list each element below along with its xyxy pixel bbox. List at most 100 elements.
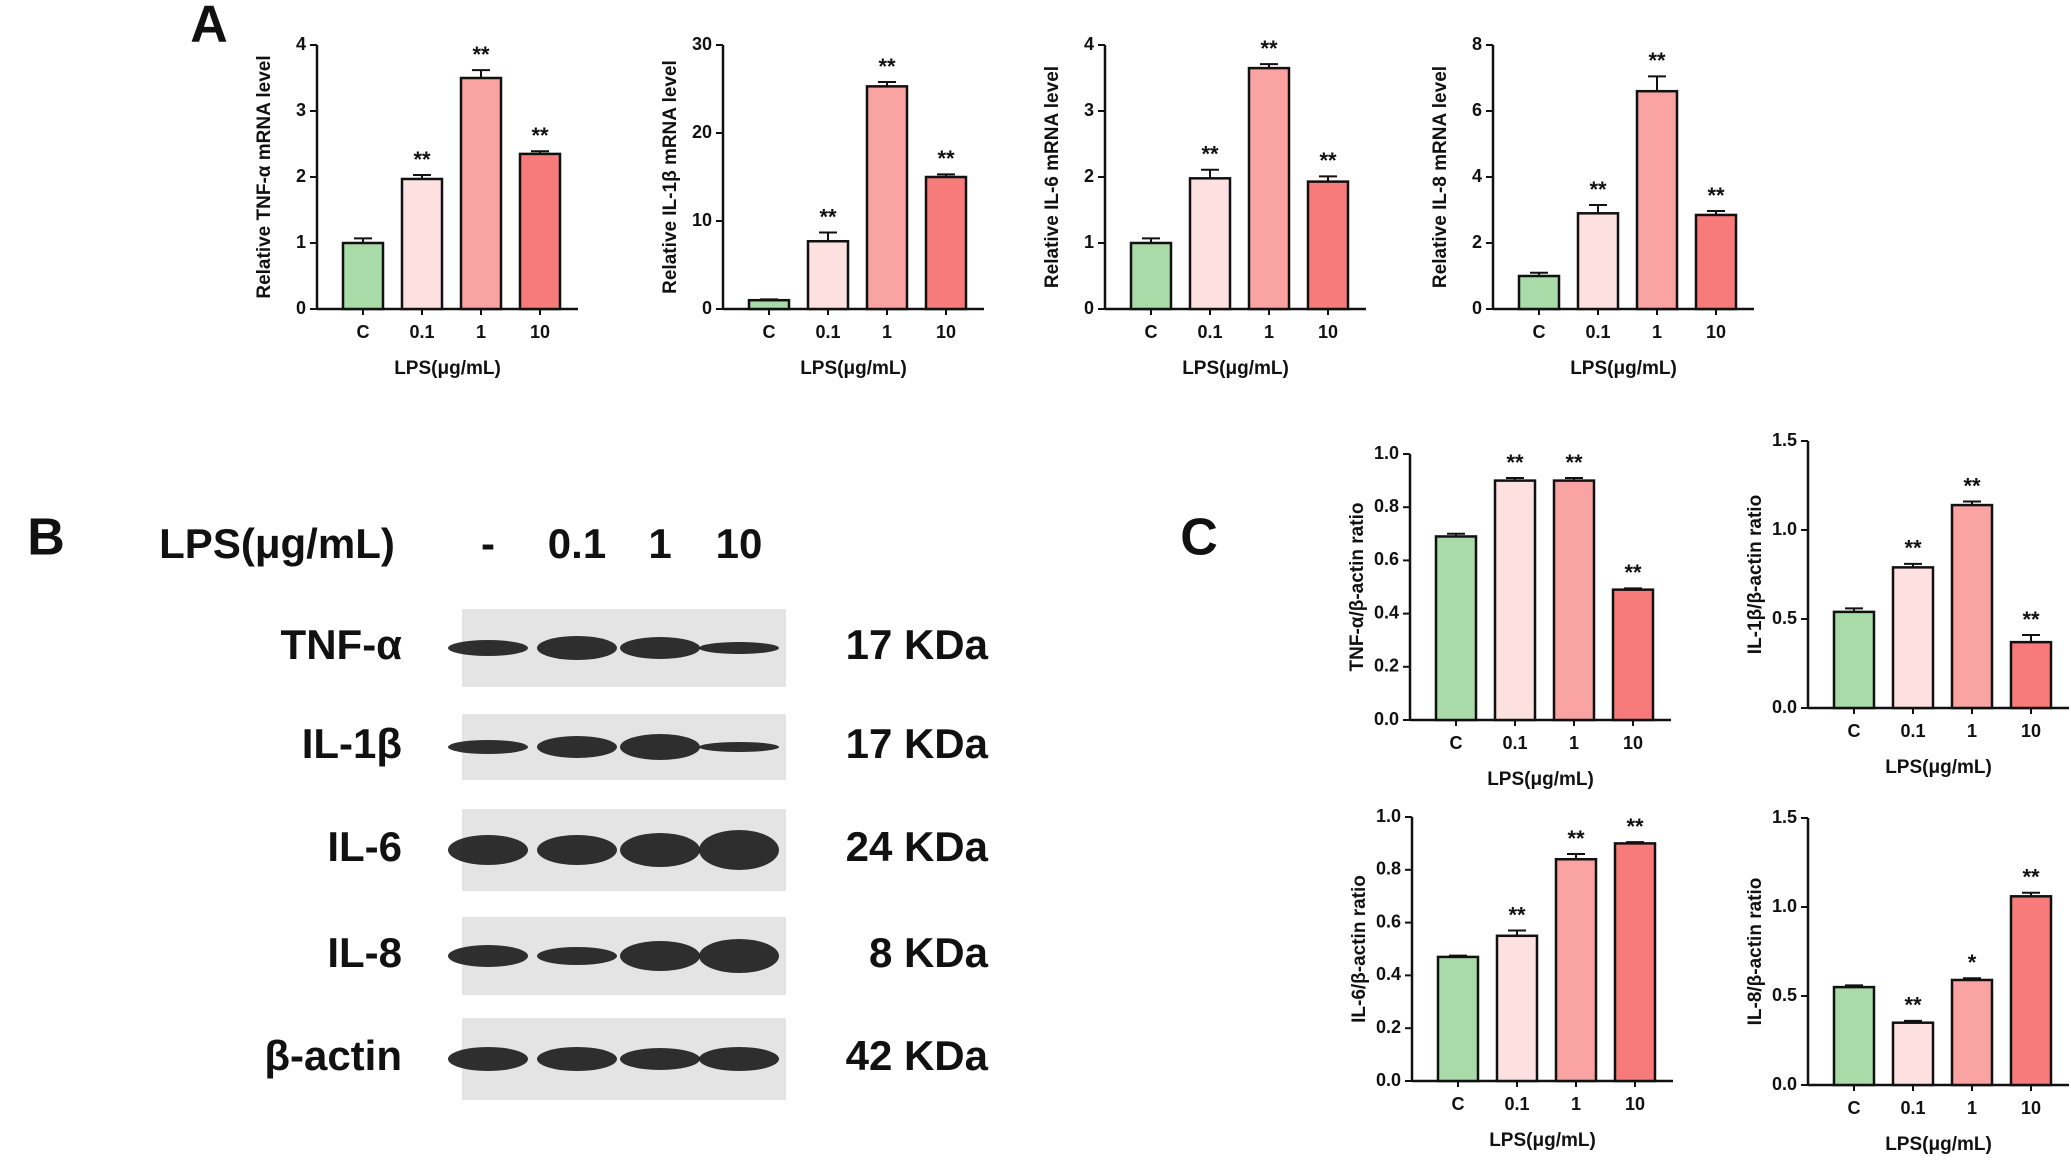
- y-tick-label: 0.4: [1376, 964, 1401, 984]
- significance: **: [1319, 148, 1337, 173]
- size-label: 17 KDa: [846, 720, 989, 767]
- x-tick-label: 10: [2021, 721, 2041, 741]
- x-tick-label: 0.1: [1900, 721, 1925, 741]
- y-axis-title: Relative IL-6 mRNA level: [1042, 66, 1063, 288]
- bar: [1576, 212, 1620, 311]
- y-tick-label: 4: [1084, 34, 1094, 54]
- band: [699, 830, 779, 870]
- y-tick-label: 0: [1084, 298, 1094, 318]
- y-tick-label: 1.0: [1376, 806, 1401, 826]
- bar: [1950, 503, 1994, 710]
- significance: **: [1201, 142, 1219, 167]
- x-axis-title: LPS(μg/mL): [394, 358, 501, 379]
- band: [448, 945, 528, 967]
- band: [699, 642, 779, 654]
- y-axis-title: IL-6/β-actin ratio: [1349, 875, 1370, 1023]
- y-axis-title: TNF-α/β-actin ratio: [1347, 503, 1368, 672]
- y-tick-label: 0: [1472, 298, 1482, 318]
- y-tick-label: 0.4: [1374, 602, 1399, 622]
- x-tick-label: 1: [1264, 322, 1274, 342]
- x-tick-label: 10: [1318, 322, 1338, 342]
- y-tick-label: 0.0: [1376, 1070, 1401, 1090]
- significance: **: [819, 204, 837, 229]
- significance: **: [472, 42, 490, 67]
- significance: **: [1589, 177, 1607, 202]
- bar: [1613, 842, 1657, 1083]
- x-tick-label: 0.1: [1502, 733, 1527, 753]
- x-tick-label: 10: [1623, 733, 1643, 753]
- y-tick-label: 0.0: [1374, 709, 1399, 729]
- y-axis-title: Relative TNF-α mRNA level: [254, 55, 275, 298]
- protein-label: IL-1β: [302, 720, 402, 767]
- bar: [1517, 274, 1561, 311]
- x-tick-label: C: [1848, 721, 1861, 741]
- x-tick-label: C: [357, 322, 370, 342]
- bar: [1129, 241, 1173, 311]
- bar: [1188, 177, 1232, 311]
- y-tick-label: 0: [296, 298, 306, 318]
- significance: **: [413, 147, 431, 172]
- significance: **: [1904, 993, 1922, 1018]
- error-bar: [1648, 75, 1666, 92]
- band: [620, 941, 700, 971]
- band: [448, 740, 528, 754]
- x-tick-label: 0.1: [1197, 322, 1222, 342]
- y-tick-label: 1: [1084, 232, 1094, 252]
- x-tick-label: 10: [1706, 322, 1726, 342]
- protein-label: IL-6: [327, 823, 402, 870]
- band: [448, 640, 528, 656]
- x-tick-label: 1: [882, 322, 892, 342]
- band: [537, 636, 617, 660]
- band: [537, 736, 617, 758]
- bar: [518, 152, 562, 311]
- error-bar: [1589, 204, 1607, 214]
- x-tick-label: C: [1450, 733, 1463, 753]
- x-axis-title: LPS(μg/mL): [800, 358, 907, 379]
- x-tick-label: C: [1452, 1094, 1465, 1114]
- y-tick-label: 1.0: [1772, 519, 1797, 539]
- significance: **: [531, 123, 549, 148]
- blot-lps-label: LPS(μg/mL): [159, 520, 395, 567]
- x-tick-label: 1: [1967, 721, 1977, 741]
- significance: **: [1624, 560, 1642, 585]
- bar: [341, 241, 385, 311]
- y-tick-label: 20: [692, 122, 712, 142]
- band: [537, 1047, 617, 1071]
- bar: [459, 76, 503, 311]
- protein-label: TNF-α: [281, 621, 403, 668]
- x-axis-title: LPS(μg/mL): [1885, 1134, 1992, 1155]
- x-tick-label: 1: [476, 322, 486, 342]
- bar: [1306, 180, 1350, 311]
- band: [699, 939, 779, 973]
- y-tick-label: 0.8: [1374, 496, 1399, 516]
- size-label: 8 KDa: [869, 929, 989, 976]
- lane-label: -: [481, 520, 495, 567]
- x-axis-title: LPS(μg/mL): [1489, 1130, 1596, 1151]
- x-tick-label: 0.1: [1585, 322, 1610, 342]
- bar: [400, 177, 444, 311]
- y-tick-label: 1.0: [1772, 896, 1797, 916]
- bar: [2009, 895, 2053, 1087]
- significance: **: [1565, 450, 1583, 475]
- bar: [1493, 479, 1537, 722]
- x-tick-label: 1: [1569, 733, 1579, 753]
- band: [537, 835, 617, 865]
- size-label: 17 KDa: [846, 621, 989, 668]
- significance: **: [1648, 48, 1666, 73]
- y-tick-label: 4: [296, 34, 306, 54]
- bar: [1611, 588, 1655, 722]
- bar: [747, 298, 791, 311]
- protein-label: β-actin: [264, 1032, 402, 1079]
- x-tick-label: 0.1: [1900, 1098, 1925, 1118]
- significance: **: [1508, 902, 1526, 927]
- y-tick-label: 1.5: [1772, 430, 1797, 450]
- x-axis-title: LPS(μg/mL): [1182, 358, 1289, 379]
- lane-label: 10: [716, 520, 763, 567]
- x-tick-label: 0.1: [815, 322, 840, 342]
- bar: [1552, 479, 1596, 722]
- panel-label: B: [27, 509, 65, 567]
- y-tick-label: 0.2: [1376, 1017, 1401, 1037]
- bar: [1891, 1021, 1935, 1087]
- x-tick-label: 0.1: [1504, 1094, 1529, 1114]
- significance: **: [1506, 450, 1524, 475]
